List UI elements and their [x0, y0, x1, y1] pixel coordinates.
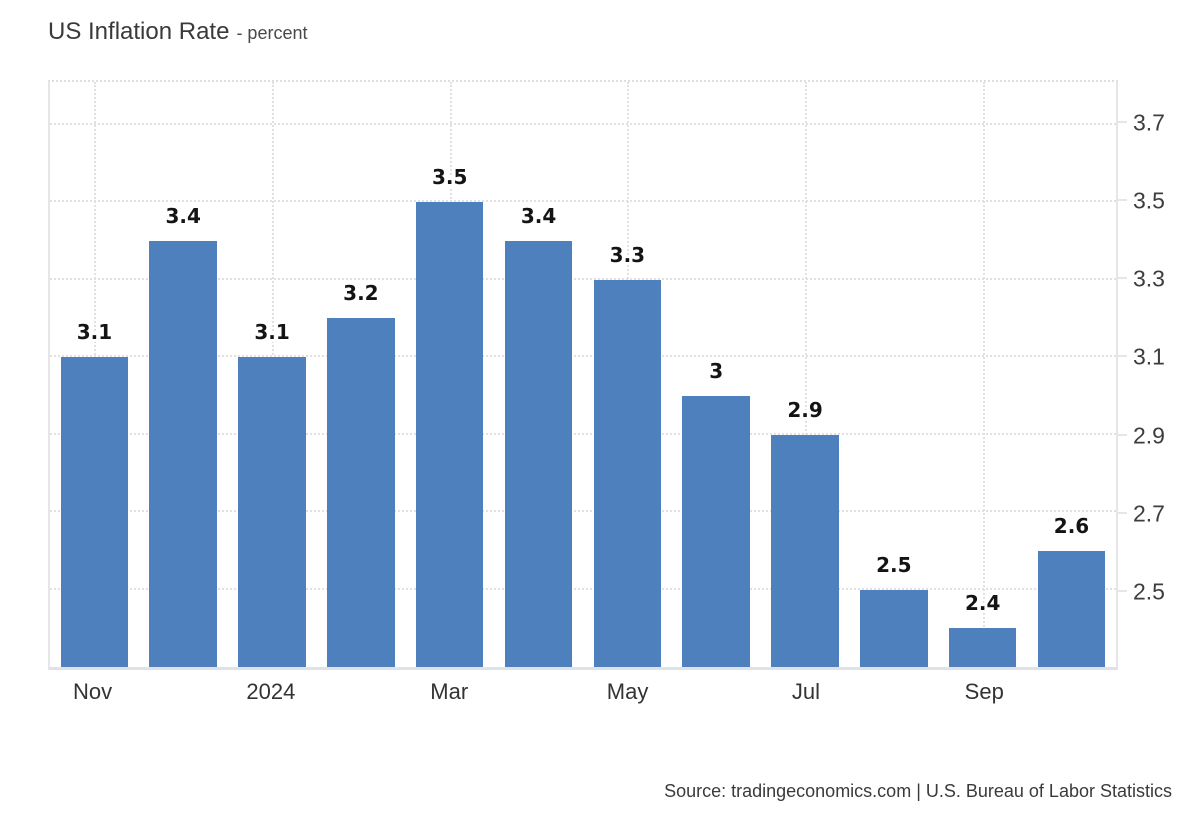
bar-slot: 2.6: [1027, 82, 1116, 667]
plot-wrap: 3.1 3.4 3.1 3.2 3.5 3.4 3.3 3 2.9 2.5 2.4 2.6 2.5 2.…: [48, 80, 1165, 704]
bar-slot: 3.4: [139, 82, 228, 667]
bar-value-label: 2.6: [1053, 513, 1090, 538]
bar-value-label: 3: [709, 358, 724, 383]
x-tick-label: Jul: [791, 679, 820, 704]
bar-value-label: 3.4: [165, 203, 201, 228]
bar-1[interactable]: 3.4: [149, 204, 217, 667]
bar-value-label: 3.3: [609, 242, 646, 267]
x-tick-label: May: [606, 679, 649, 704]
bar-slot: 3.5: [405, 82, 494, 667]
y-tick-label: 2.9: [1133, 422, 1165, 449]
x-axis: Nov 2024 Mar May Jul Sep: [48, 670, 1118, 710]
bar-11[interactable]: 2.6: [1037, 514, 1106, 667]
bar-slot: 3.3: [583, 82, 672, 667]
bars-row: 3.1 3.4 3.1 3.2 3.5 3.4 3.3 3 2.9 2.5 2.4 2.6: [50, 82, 1116, 667]
bar-2[interactable]: 3.1: [238, 320, 306, 667]
chart-subtitle: - percent: [236, 23, 308, 43]
v-gridline: [982, 82, 985, 667]
bar-value-label: 2.9: [787, 397, 823, 422]
h-gridline: [50, 510, 1116, 513]
source-attribution: Source: tradingeconomics.com | U.S. Bure…: [664, 781, 1172, 801]
chart-title-text: US Inflation Rate: [48, 18, 230, 45]
y-tick-mark: [1118, 589, 1127, 592]
x-tick-label: Nov: [73, 679, 113, 704]
bar-value-label: 3.4: [520, 203, 557, 228]
h-gridline: [50, 355, 1116, 358]
y-axis: 2.5 2.7 2.9 3.1 3.3 3.5 3.7: [1118, 80, 1198, 670]
x-tick-label: 2024: [246, 679, 296, 704]
bar-slot: 3.1: [50, 82, 139, 667]
h-gridline: [50, 277, 1116, 280]
bar-slot: 3: [672, 82, 761, 667]
bar-value-label: 3.2: [343, 281, 379, 306]
y-tick-mark: [1118, 199, 1127, 202]
bar-slot: 2.4: [938, 82, 1027, 667]
bar-0[interactable]: 3.1: [60, 320, 129, 667]
bar-slot: 2.9: [761, 82, 850, 667]
bar-slot: 3.2: [316, 82, 405, 667]
h-gridline: [50, 200, 1116, 203]
y-tick-mark: [1118, 433, 1127, 436]
bar-slot: 2.5: [849, 82, 938, 667]
y-tick-label: 3.5: [1133, 187, 1165, 214]
y-tick-label: 3.7: [1133, 109, 1165, 136]
y-tick-mark: [1118, 355, 1127, 358]
y-tick-label: 2.5: [1133, 578, 1165, 605]
y-tick-label: 3.1: [1133, 343, 1165, 370]
bar-3[interactable]: 3.2: [327, 281, 395, 667]
bar-slot: 3.1: [228, 82, 317, 667]
plot-area: 3.1 3.4 3.1 3.2 3.5 3.4 3.3 3 2.9 2.5 2.4 2.6: [48, 80, 1118, 670]
v-gridline: [805, 82, 808, 667]
bar-slot: 3.4: [494, 82, 583, 667]
y-tick-label: 2.7: [1133, 500, 1165, 527]
h-gridline: [50, 122, 1116, 125]
y-tick-mark: [1118, 120, 1127, 123]
bar-8[interactable]: 2.9: [771, 398, 839, 667]
x-tick-label: Sep: [964, 679, 1004, 704]
bar-10[interactable]: 2.4: [948, 591, 1017, 667]
y-tick-mark: [1118, 511, 1127, 514]
bar-value-label: 3.1: [254, 320, 290, 345]
bar-4[interactable]: 3.5: [415, 165, 484, 667]
bar-5[interactable]: 3.4: [504, 204, 573, 667]
h-gridline: [50, 432, 1116, 435]
chart-title: US Inflation Rate - percent: [48, 18, 307, 46]
x-tick-label: Mar: [430, 679, 469, 704]
bar-value-label: 2.5: [876, 552, 912, 577]
bar-9[interactable]: 2.5: [860, 553, 928, 667]
bar-value-label: 3.1: [76, 320, 113, 345]
h-gridline: [50, 587, 1116, 590]
bar-7[interactable]: 3: [682, 359, 750, 667]
bar-value-label: 2.4: [964, 591, 1001, 616]
y-tick-mark: [1118, 277, 1127, 280]
bar-value-label: 3.5: [432, 165, 468, 190]
y-tick-label: 3.3: [1133, 265, 1165, 292]
bar-6[interactable]: 3.3: [593, 243, 662, 667]
